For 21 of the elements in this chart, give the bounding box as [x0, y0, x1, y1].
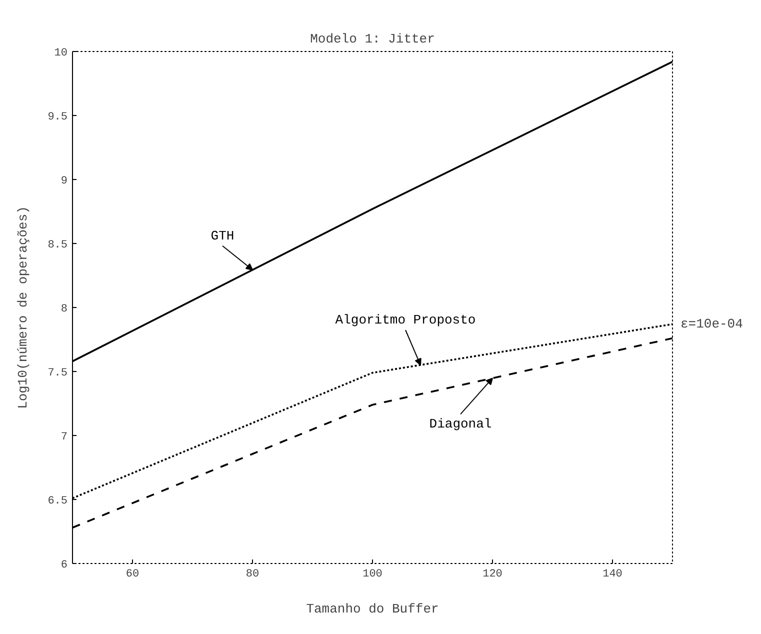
text: Algoritmo Proposto	[335, 312, 476, 328]
x-tick-label: 120	[482, 568, 502, 580]
x-axis-title: Tamanho do Buffer	[306, 602, 439, 616]
y-tick-label: 8	[60, 304, 68, 316]
chart-title: Modelo 1: Jitter	[310, 32, 435, 46]
y-tick-label: 10	[54, 48, 68, 60]
y-tick-label: 6.5	[48, 496, 68, 508]
y-axis-title: Log10(número de operações)	[16, 206, 31, 409]
x-tick-label: 100	[362, 568, 382, 580]
x-tick-label: 60	[126, 568, 140, 580]
x-tick-label: 80	[246, 568, 260, 580]
series-label: Diagonal	[429, 416, 492, 432]
x-tick-label: 140	[602, 568, 622, 580]
y-tick-label: 9.5	[48, 112, 68, 124]
y-tick-label: 8.5	[48, 240, 68, 252]
y-tick-label: 6	[60, 560, 68, 572]
text: ε=10e-04	[680, 316, 744, 332]
y-tick-label: 7	[60, 432, 68, 444]
text: GTH	[210, 228, 234, 244]
y-tick-label: 9	[60, 176, 68, 188]
y-tick-label: 7.5	[48, 368, 68, 380]
